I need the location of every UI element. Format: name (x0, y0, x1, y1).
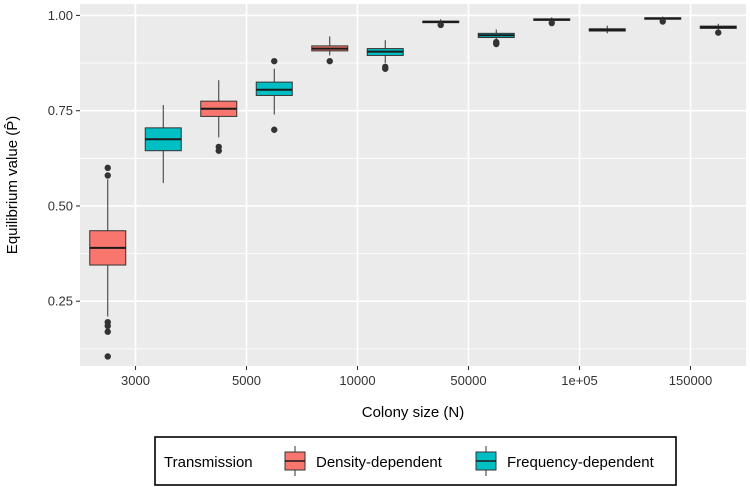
box-group (89, 164, 127, 360)
box-group (477, 29, 515, 48)
legend-key (284, 446, 306, 476)
y-tick-label: 0.25 (48, 294, 73, 309)
box-group (699, 23, 737, 36)
x-tick-label: 5000 (232, 373, 261, 388)
outlier-point (271, 126, 278, 133)
box-group (311, 36, 349, 65)
box-group (255, 57, 293, 133)
x-axis: 3000 5000 10000 50000 1e+05 150000 (121, 366, 712, 388)
y-tick-label: 1.00 (48, 8, 73, 23)
outlier-point (215, 147, 222, 154)
y-tick-label: 0.50 (48, 198, 73, 213)
outlier-point (715, 29, 722, 36)
outlier-point (548, 19, 555, 27)
outlier-point (104, 164, 111, 172)
legend-frame (154, 436, 677, 486)
outlier-point (659, 18, 666, 25)
x-tick-label: 3000 (121, 373, 150, 388)
x-tick-label: 1e+05 (561, 373, 598, 388)
outlier-point (104, 322, 111, 330)
y-tick-label: 0.75 (48, 103, 73, 118)
legend-label: Frequency-dependent (507, 454, 655, 471)
legend: Transmission Density-dependent Frequency-… (154, 436, 677, 486)
y-axis-title: Equilibrium value (P̂) (4, 116, 21, 254)
x-tick-label: 50000 (450, 373, 486, 388)
outlier-point (382, 65, 389, 72)
y-axis: 0.25 0.50 0.75 1.00 (48, 8, 80, 309)
legend-label: Density-dependent (316, 454, 443, 471)
outlier-point (493, 40, 500, 48)
major-gridlines (80, 4, 746, 366)
outlier-point (437, 21, 444, 29)
box-layer (89, 16, 737, 360)
outlier-point (104, 353, 111, 360)
legend-title: Transmission (164, 454, 253, 471)
x-axis-title: Colony size (N) (362, 404, 465, 421)
minor-gridlines (80, 62, 746, 350)
box-group (644, 16, 682, 25)
box-group (588, 25, 626, 34)
plot-panel (80, 4, 746, 366)
box-group (200, 80, 238, 154)
box-group (144, 104, 182, 184)
outlier-point (326, 57, 333, 65)
outlier-point (104, 328, 111, 335)
box-group (533, 17, 571, 27)
outlier-point (271, 57, 278, 65)
x-tick-label: 150000 (669, 373, 712, 388)
legend-keys: Density-dependent Frequency-dependent (284, 446, 655, 476)
box-group (422, 19, 460, 29)
legend-key (475, 446, 497, 476)
box-group (366, 40, 404, 72)
x-tick-label: 10000 (339, 373, 375, 388)
outlier-point (104, 172, 111, 179)
